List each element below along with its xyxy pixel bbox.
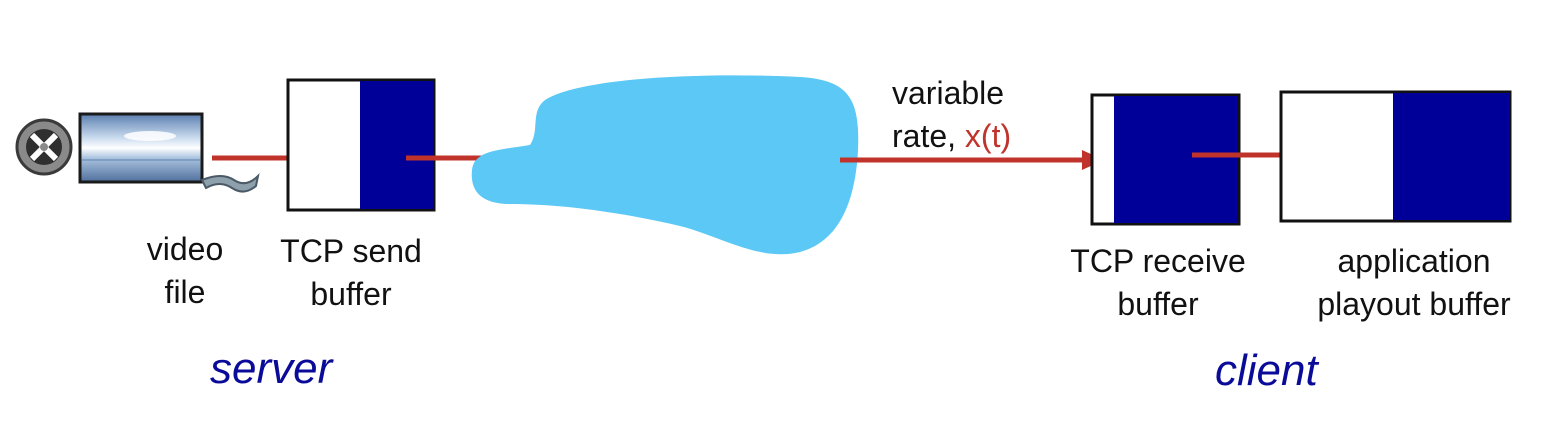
tcp-receive-buffer-label-line2: buffer bbox=[1117, 286, 1199, 322]
video-file-icon bbox=[78, 112, 204, 184]
video-file-label-line2: file bbox=[164, 274, 206, 310]
tcp-receive-buffer-label-line1: TCP receive bbox=[1070, 243, 1246, 279]
tcp-send-buffer bbox=[286, 78, 436, 212]
playout-buffer-label-line1: application bbox=[1337, 243, 1491, 279]
server-label: server bbox=[210, 344, 333, 393]
film-reel-icon bbox=[15, 118, 73, 176]
tcp-send-buffer-label: TCP send buffer bbox=[256, 230, 446, 316]
playout-buffer-label-line2: playout buffer bbox=[1317, 286, 1511, 322]
rate-prefix: rate, bbox=[892, 118, 965, 154]
rate-symbol: x(t) bbox=[964, 118, 1012, 154]
tcp-send-buffer-label-line2: buffer bbox=[310, 276, 392, 312]
video-file-label: video file bbox=[110, 228, 260, 314]
tcp-send-buffer-label-line1: TCP send bbox=[280, 233, 422, 269]
application-playout-buffer bbox=[1279, 90, 1512, 223]
variable-rate-line1: variable bbox=[892, 75, 1005, 111]
client-label: client bbox=[1215, 346, 1318, 395]
network-cloud bbox=[471, 75, 859, 255]
film-strip-icon bbox=[200, 172, 260, 193]
variable-rate-line2: rate, x(t) bbox=[892, 115, 1092, 158]
tcp-receive-buffer-label: TCP receive buffer bbox=[1048, 240, 1268, 326]
variable-rate-label: variable rate, x(t) bbox=[892, 72, 1092, 158]
playout-buffer-label: application playout buffer bbox=[1294, 240, 1534, 326]
video-file-label-line1: video bbox=[146, 231, 224, 267]
tcp-receive-buffer bbox=[1090, 93, 1241, 226]
